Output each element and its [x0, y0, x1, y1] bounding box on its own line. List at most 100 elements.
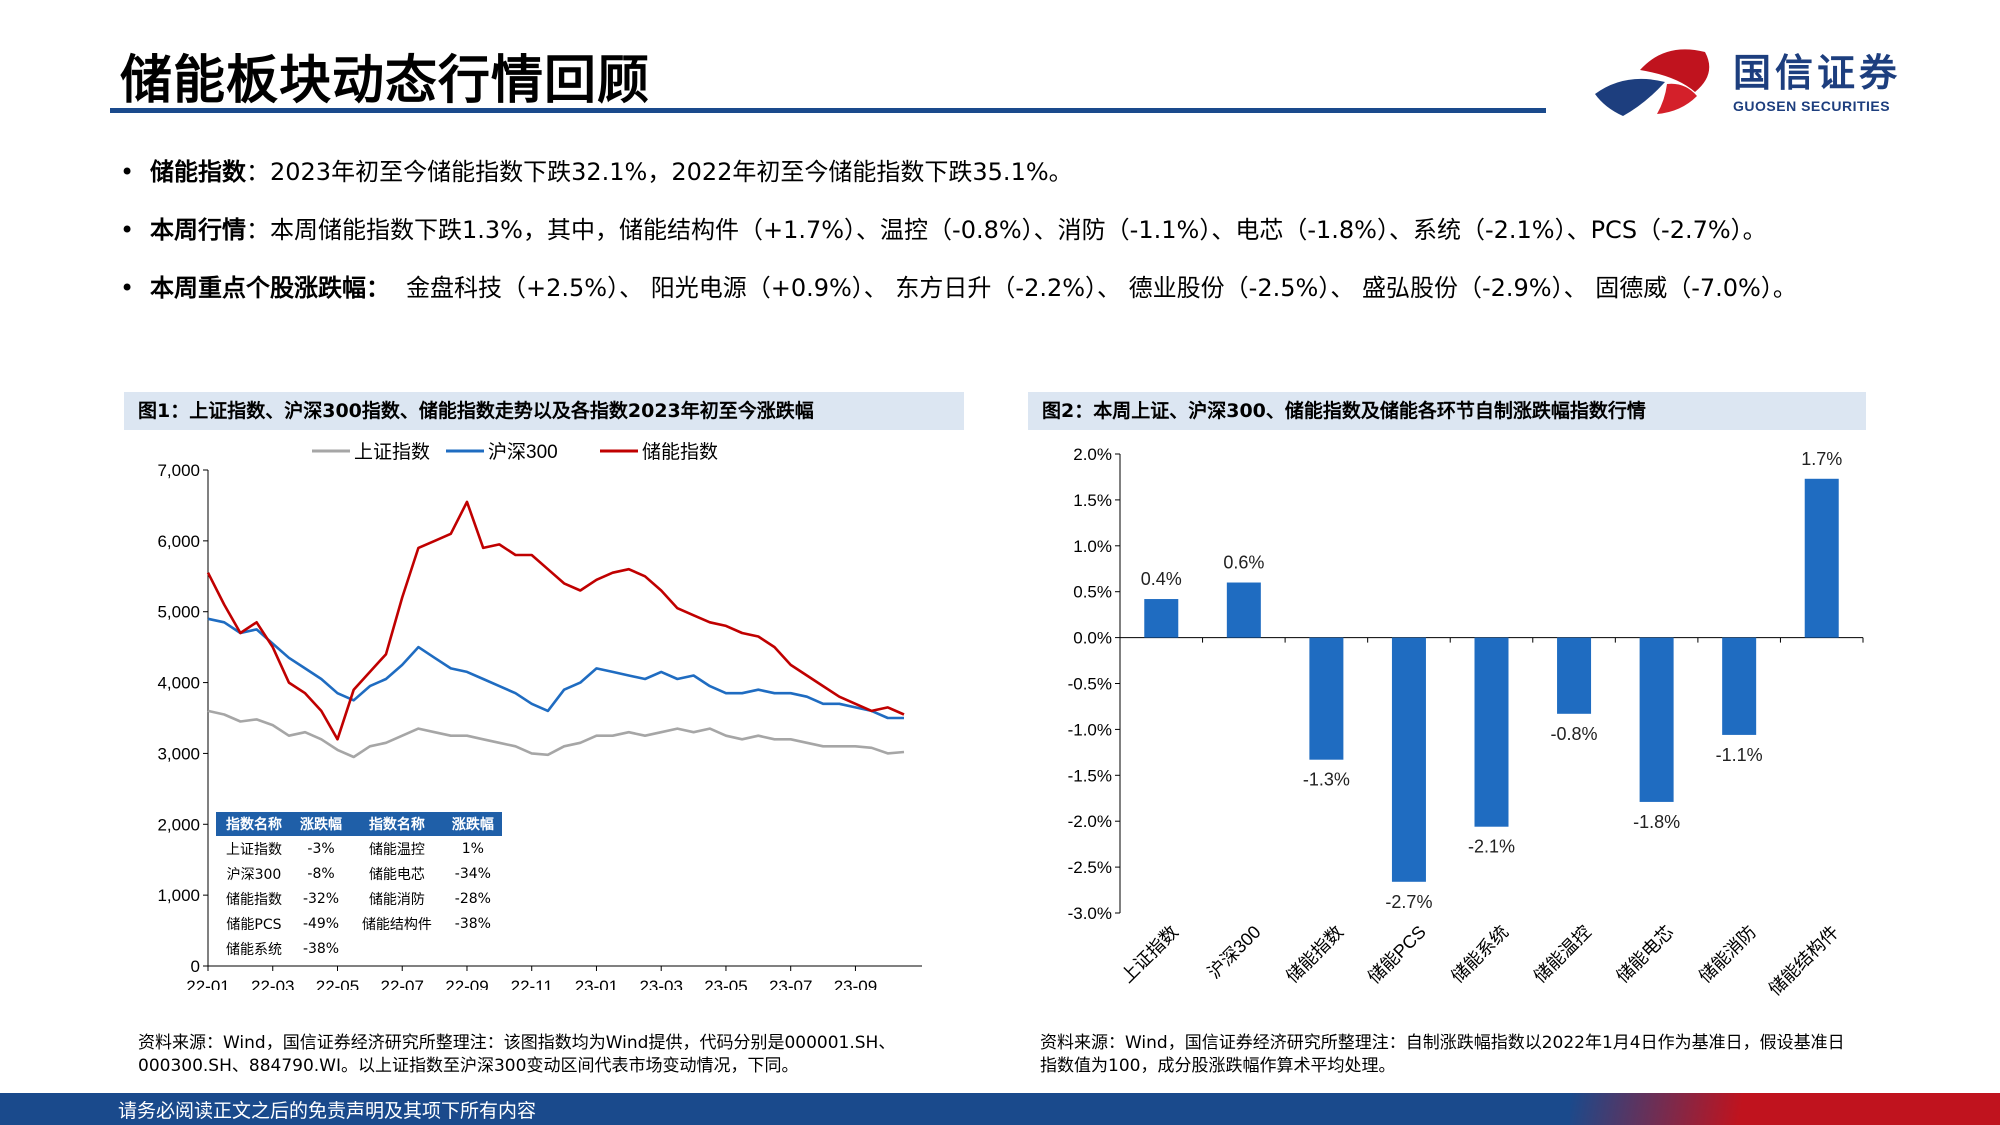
bullet-label: 储能指数	[150, 158, 246, 186]
y-tick-label: 7,000	[157, 461, 200, 480]
bar	[1722, 637, 1757, 735]
y-tick-label: -2.0%	[1068, 812, 1112, 831]
y-tick-label: 1.0%	[1073, 537, 1112, 556]
table-cell: 上证指数	[216, 836, 292, 861]
table-row: 上证指数 -3% 储能温控 1%	[216, 836, 502, 861]
y-tick-label: 0.0%	[1073, 629, 1112, 648]
x-tick-label: 22-09	[445, 977, 488, 990]
table-cell: -38%	[443, 911, 502, 936]
bar	[1144, 599, 1179, 638]
table-cell: -28%	[443, 886, 502, 911]
legend-label: 上证指数	[354, 441, 430, 463]
y-tick-label: -1.5%	[1068, 766, 1112, 785]
footer-bar: 请务必阅读正文之后的免责声明及其项下所有内容	[0, 1093, 2000, 1125]
table-header: 指数名称	[216, 812, 292, 836]
bullet-text: 金盘科技（+2.5%）、 阳光电源（+0.9%）、 东方日升（-2.2%）、 德…	[406, 274, 1797, 302]
data-label: -2.7%	[1385, 892, 1432, 912]
x-tick-label: 23-01	[575, 977, 618, 990]
legend-label: 储能指数	[642, 441, 718, 463]
bar	[1226, 582, 1261, 638]
bullet-dot: •	[120, 158, 135, 186]
bar	[1639, 637, 1674, 802]
bar	[1557, 637, 1592, 714]
data-label: -0.8%	[1551, 724, 1598, 744]
x-tick-label: 22-03	[251, 977, 294, 990]
fig1-line-chart: 0 1,000 2,000 3,000 4,000 5,000 6,000 7,000 22-0…	[157, 441, 922, 990]
y-tick-label: 5,000	[157, 603, 200, 622]
table-row: 储能PCS -49% 储能结构件 -38%	[216, 911, 502, 936]
series-line	[207, 617, 904, 720]
x-category-label: 储能指数	[1282, 922, 1347, 987]
bullet-text: ：本周储能指数下跌1.3%，其中，储能结构件（+1.7%）、温控（-0.8%）、…	[246, 216, 1767, 244]
fig1-caption: 图1：上证指数、沪深300指数、储能指数走势以及各指数2023年初至今涨跌幅	[124, 392, 964, 430]
table-cell: 沪深300	[216, 861, 292, 886]
y-tick-label: -0.5%	[1068, 675, 1112, 694]
x-tick-label: 22-11	[511, 977, 553, 990]
table-cell: -49%	[291, 911, 351, 936]
summary-bullets: • 储能指数：2023年初至今储能指数下跌32.1%，2022年初至今储能指数下…	[120, 155, 1940, 329]
table-row: 沪深300 -8% 储能电芯 -34%	[216, 861, 502, 886]
y-tick-label: 1,000	[157, 886, 200, 905]
x-tick-label: 23-03	[639, 977, 682, 990]
data-label: -2.1%	[1468, 837, 1515, 857]
bar	[1474, 637, 1509, 827]
page-title: 储能板块动态行情回顾	[120, 51, 651, 111]
table-header: 涨跌幅	[443, 812, 502, 836]
bullet-dot: •	[120, 216, 135, 244]
x-category-label: 储能结构件	[1765, 922, 1843, 1000]
guosen-logo-icon	[1595, 49, 1710, 116]
data-label: -1.8%	[1633, 812, 1680, 832]
bullet-stocks: • 本周重点个股涨跌幅： 金盘科技（+2.5%）、 阳光电源（+0.9%）、 东方…	[120, 271, 1940, 329]
x-category-label: 储能PCS	[1364, 922, 1430, 988]
table-cell	[350, 936, 444, 961]
fig1-source-note: 资料来源：Wind，国信证券经济研究所整理注：该图指数均为Wind提供，代码分别…	[138, 1033, 896, 1076]
x-tick-label: 23-09	[834, 977, 877, 990]
table-cell: 储能温控	[350, 836, 444, 861]
footer-disclaimer: 请务必阅读正文之后的免责声明及其项下所有内容	[118, 1100, 537, 1122]
table-cell: 1%	[443, 836, 502, 861]
table-cell: -38%	[291, 936, 351, 961]
x-tick-label: 22-05	[316, 977, 359, 990]
table-cell: -34%	[443, 861, 502, 886]
table-cell: 储能消防	[350, 886, 444, 911]
data-label: 1.7%	[1801, 449, 1842, 469]
fig1-change-table: 指数名称 涨跌幅 指数名称 涨跌幅 上证指数 -3% 储能温控 1% 沪深300…	[216, 812, 502, 961]
x-category-label: 储能消防	[1695, 922, 1760, 987]
bar	[1804, 478, 1839, 638]
x-category-label: 上证指数	[1117, 922, 1182, 987]
fig2-bar-chart: 2.0% 1.5% 1.0% 0.5% 0.0% -0.5% -1.0% -1.5% -2.0%…	[1068, 445, 1864, 1000]
footer-accent	[1570, 1093, 2000, 1125]
bullet-dot: •	[120, 274, 135, 302]
logo-english-text: GUOSEN SECURITIES	[1733, 98, 1891, 114]
table-header-row: 指数名称 涨跌幅 指数名称 涨跌幅	[216, 812, 502, 836]
x-category-label: 储能电芯	[1612, 922, 1677, 987]
table-cell: 储能系统	[216, 936, 292, 961]
table-header: 涨跌幅	[291, 812, 351, 836]
legend-label: 沪深300	[488, 441, 558, 463]
x-tick-label: 23-05	[704, 977, 747, 990]
bullet-weekly: • 本周行情：本周储能指数下跌1.3%，其中，储能结构件（+1.7%）、温控（-…	[120, 213, 1940, 271]
data-label: 0.4%	[1141, 569, 1182, 589]
table-cell: -32%	[291, 886, 351, 911]
logo-chinese-text: 国信证券	[1733, 51, 1902, 95]
bullet-label: 本周重点个股涨跌幅：	[150, 274, 390, 302]
y-tick-label: 4,000	[157, 674, 200, 693]
x-category-label: 储能系统	[1447, 922, 1512, 987]
table-cell: 储能电芯	[350, 861, 444, 886]
table-cell: 储能PCS	[216, 911, 292, 936]
y-tick-label: 6,000	[157, 532, 200, 551]
table-header: 指数名称	[350, 812, 444, 836]
bar	[1391, 637, 1426, 882]
table-row: 储能指数 -32% 储能消防 -28%	[216, 886, 502, 911]
x-category-label: 储能温控	[1530, 922, 1595, 987]
table-cell	[443, 936, 502, 961]
y-tick-label: 2.0%	[1073, 445, 1112, 464]
bar	[1309, 637, 1344, 760]
y-tick-label: -1.0%	[1068, 720, 1112, 739]
y-tick-label: 3,000	[157, 744, 200, 763]
series-line	[206, 500, 905, 741]
fig2-caption: 图2：本周上证、沪深300、储能指数及储能各环节自制涨跌幅指数行情	[1028, 392, 1866, 430]
guosen-logo: 国信证券 GUOSEN SECURITIES	[1585, 42, 1925, 122]
data-label: -1.3%	[1303, 770, 1350, 790]
fig2-source-note: 资料来源：Wind，国信证券经济研究所整理注：自制涨跌幅指数以2022年1月4日…	[1040, 1033, 1845, 1076]
